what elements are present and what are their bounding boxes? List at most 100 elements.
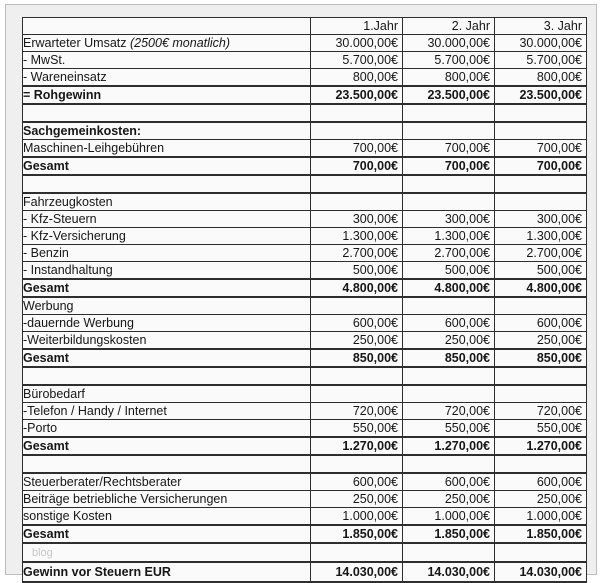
cell-value: 850,00€ (310, 348, 403, 368)
watermark-text: blog (32, 547, 53, 559)
cell-value: 550,00€ (310, 419, 403, 438)
cell-value (402, 174, 495, 194)
row-label-text: - Kfz-Steuern (23, 212, 97, 226)
cell-value (494, 542, 587, 563)
header-cell-empty (22, 17, 311, 35)
cell-value: 250,00€ (402, 331, 495, 350)
cell-value: 4.800,00€ (494, 278, 587, 298)
cell-value: 700,00€ (494, 156, 587, 176)
row-label: - Kfz-Steuern (22, 210, 311, 228)
row-label-text: = Rohgewinn (23, 88, 102, 102)
row-label (22, 174, 311, 194)
cell-value (310, 192, 403, 211)
cell-value: 2.700,00€ (402, 244, 495, 262)
cell-value: 1.300,00€ (402, 227, 495, 245)
row-label: Gesamt (22, 348, 311, 368)
row-label: Erwarteter Umsatz (2500€ monatlich) (22, 34, 311, 52)
row-label-text: - Benzin (23, 246, 69, 260)
row-label-text: -Weiterbildungskosten (23, 333, 147, 347)
cell-value (402, 366, 495, 386)
cell-value: 700,00€ (402, 156, 495, 176)
row-label-text: - Instandhaltung (23, 263, 113, 277)
table-row: Gesamt 850,00€ 850,00€ 850,00€ (22, 348, 587, 368)
cell-value: 14.030,00€ (494, 561, 587, 583)
cell-value: 700,00€ (310, 139, 403, 158)
row-label: Sachgemeinkosten: (22, 121, 311, 140)
table-row: - MwSt. 5.700,00€ 5.700,00€ 5.700,00€ (22, 51, 587, 69)
cell-value: 1.270,00€ (402, 436, 495, 456)
cell-value: 1.850,00€ (310, 524, 403, 544)
cell-value: 1.000,00€ (494, 507, 587, 526)
row-label: Gesamt (22, 436, 311, 456)
row-label (22, 366, 311, 386)
row-label: Gesamt (22, 278, 311, 298)
cell-value (310, 366, 403, 386)
row-label: -Weiterbildungskosten (22, 331, 311, 350)
row-label: Beiträge betriebliche Versicherungen (22, 490, 311, 508)
table-row: -Porto 550,00€ 550,00€ 550,00€ (22, 419, 587, 438)
row-label-text: Erwarteter Umsatz (23, 36, 127, 50)
cell-value (494, 296, 587, 315)
row-label (22, 103, 311, 123)
table-body: Erwarteter Umsatz (2500€ monatlich) 30.00… (22, 34, 587, 583)
table-row: - Kfz-Versicherung 1.300,00€ 1.300,00€ 1.30… (22, 227, 587, 245)
table-row: Bürobedarf (22, 384, 587, 403)
row-label-text: - MwSt. (23, 53, 66, 67)
cell-value: 600,00€ (310, 314, 403, 332)
row-label-text: Gesamt (23, 281, 69, 295)
table-header: 1.Jahr 2. Jahr 3. Jahr (22, 17, 587, 35)
cost-table: 1.Jahr 2. Jahr 3. Jahr Erwarteter Umsatz (… (22, 17, 587, 583)
row-label-text: - Kfz-Versicherung (23, 229, 126, 243)
table-row: Gewinn vor Steuern EUR 14.030,00€ 14.030,0… (22, 561, 587, 583)
row-label-text: Sachgemeinkosten: (23, 124, 142, 138)
cell-value (402, 296, 495, 315)
cell-value: 250,00€ (310, 331, 403, 350)
row-label-text: Werbung (23, 299, 74, 313)
header-cell-year: 3. Jahr (494, 17, 587, 35)
table-row: Erwarteter Umsatz (2500€ monatlich) 30.00… (22, 34, 587, 52)
cell-value: 1.300,00€ (310, 227, 403, 245)
cell-value (494, 454, 587, 474)
cell-value: 720,00€ (402, 402, 495, 420)
cell-value: 30.000,00€ (310, 34, 403, 52)
row-label: Steuerberater/Rechtsberater (22, 472, 311, 491)
cell-value: 300,00€ (402, 210, 495, 228)
row-label-text: -Porto (23, 421, 58, 435)
cell-value (402, 103, 495, 123)
cell-value: 2.700,00€ (494, 244, 587, 262)
table-row: - Wareneinsatz 800,00€ 800,00€ 800,00€ (22, 68, 587, 87)
cell-value: 600,00€ (494, 314, 587, 332)
cell-value: 300,00€ (310, 210, 403, 228)
row-label: -dauernde Werbung (22, 314, 311, 332)
cell-value (494, 366, 587, 386)
table-row: - Kfz-Steuern 300,00€ 300,00€ 300,00€ (22, 210, 587, 228)
cell-value (494, 192, 587, 211)
cell-value (310, 384, 403, 403)
cell-value: 5.700,00€ (402, 51, 495, 69)
row-label: Fahrzeugkosten (22, 192, 311, 211)
cell-value (494, 103, 587, 123)
cell-value: 500,00€ (494, 261, 587, 280)
table-row: Sachgemeinkosten: (22, 121, 587, 140)
header-cell-year: 2. Jahr (402, 17, 495, 35)
cell-value: 14.030,00€ (402, 561, 495, 583)
cell-value: 700,00€ (310, 156, 403, 176)
row-label-text: Gesamt (23, 527, 69, 541)
cell-value (310, 174, 403, 194)
cell-value: 1.000,00€ (402, 507, 495, 526)
cell-value: 550,00€ (402, 419, 495, 438)
row-label: - Kfz-Versicherung (22, 227, 311, 245)
row-label-text: -dauernde Werbung (23, 316, 134, 330)
table-row: -Weiterbildungskosten 250,00€ 250,00€ 250,0… (22, 331, 587, 350)
cell-value: 800,00€ (310, 68, 403, 87)
cell-value: 1.850,00€ (494, 524, 587, 544)
cell-value: 4.800,00€ (402, 278, 495, 298)
cell-value: 300,00€ (494, 210, 587, 228)
row-label: Werbung (22, 296, 311, 315)
cell-value: 30.000,00€ (402, 34, 495, 52)
table-row: - Benzin 2.700,00€ 2.700,00€ 2.700,00€ (22, 244, 587, 262)
cell-value: 1.000,00€ (310, 507, 403, 526)
cell-value: 720,00€ (494, 402, 587, 420)
row-label: -Telefon / Handy / Internet (22, 402, 311, 420)
cell-value: 23.500,00€ (310, 85, 403, 105)
